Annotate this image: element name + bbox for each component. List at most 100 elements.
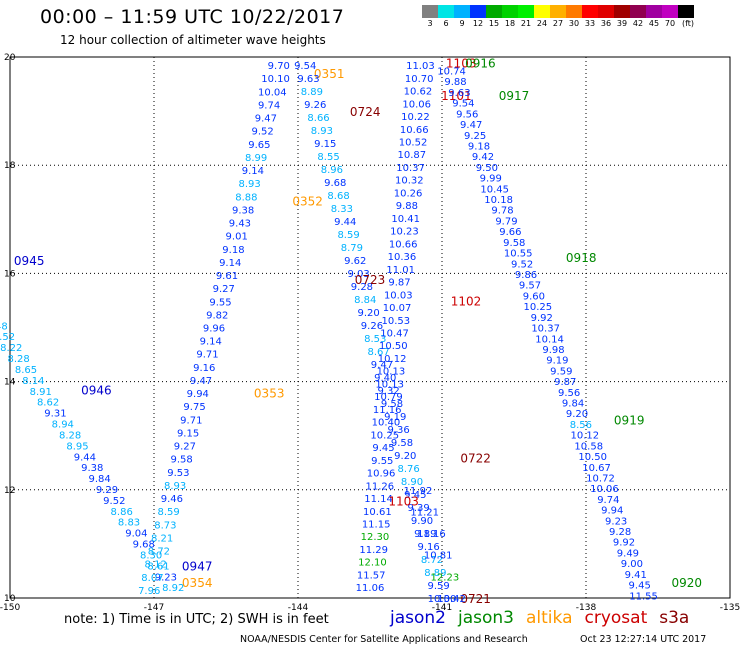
pass-time-label: 0945 [14,254,45,268]
colorbar-swatch [630,5,646,18]
wave-height-point: 9.31 [44,409,66,420]
x-tick-label: -138 [576,603,597,613]
wave-height-point: 8.55 [317,152,339,163]
wave-height-point: 9.47 [371,360,393,371]
satellite-legend-item: cryosat [584,608,648,628]
wave-height-point: 10.22 [401,112,430,123]
wave-height-point: 9.45 [404,490,426,501]
wave-height-point: 9.65 [248,140,270,151]
pass-time-label: 0920 [672,576,703,590]
wave-height-point: 9.70 [268,61,290,72]
wave-height-point: 9.18 [222,245,244,256]
wave-height-point: 12.23 [431,572,460,583]
wave-height-point: 9.55 [371,456,393,467]
wave-height-point: 10.37 [396,163,425,174]
colorbar-tick-label: 15 [488,19,500,28]
wave-height-point: 9.46 [161,494,183,505]
wave-height-point: 8.73 [154,520,176,531]
colorbar-tick-label: 42 [632,19,644,28]
wave-height-point: 8.28 [59,430,81,441]
x-tick-label: -150 [0,603,20,613]
wave-height-point: 9.87 [554,377,576,388]
wave-height-point: 9.40 [374,373,396,384]
wave-height-point: 9.38 [232,205,254,216]
colorbar-tick-label: 27 [552,19,564,28]
wave-height-point: 9.90 [411,516,433,527]
wave-height-point: 9.49 [617,548,639,559]
wave-height-point: 9.15 [177,428,199,439]
colorbar-labels: 3 6 9 12 15 18 21 24 27 30 33 36 39 42 45 70 (ft) [422,19,698,28]
wave-height-point: 10.06 [590,484,619,495]
wave-height-point: 9.86 [515,270,537,281]
wave-height-point: 8.21 [151,533,173,544]
wave-height-point: 9.25 [464,131,486,142]
wave-height-point: 9.20 [566,409,588,420]
wave-height-point: 9.23 [605,516,627,527]
footnote: note: 1) Time is in UTC; 2) SWH is in fe… [64,612,329,627]
wave-height-point: 8.33 [331,204,353,215]
wave-height-point: 9.45 [372,443,394,454]
wave-height-point: 9.55 [209,297,231,308]
wave-height-point: 10.12 [571,431,600,442]
colorbar-tick-label: 24 [536,19,548,28]
wave-height-point: 9.88 [396,201,418,212]
colorbar-swatch [438,5,454,18]
pass-time-label: 0722 [460,451,491,465]
pass-time-label: 0946 [81,384,112,398]
y-tick-label: 18 [4,161,16,171]
y-tick-label: 10 [4,594,16,604]
pass-time-label: 0351 [314,67,345,81]
wave-height-point: 9.01 [226,232,248,243]
wave-height-point: 8.89 [301,87,323,98]
wave-height-point: 9.75 [183,402,205,413]
colorbar-swatch [518,5,534,18]
wave-height-point: 9.82 [206,310,228,321]
wave-height-point: 11.57 [357,570,386,581]
wave-height-point: 10.32 [395,176,424,187]
wave-height-point: 9.43 [229,219,251,230]
wave-height-point: 11.92 [404,486,433,497]
wave-height-point: 10.41 [391,214,420,225]
wave-height-point: 9.74 [597,495,619,506]
colorbar-swatch [566,5,582,18]
wave-height-point: 9.56 [558,388,580,399]
wave-height-point: 9.58 [381,399,403,410]
wave-height-point: 9.61 [216,271,238,282]
wave-height-point: 10.50 [578,452,607,463]
wave-height-point: 8.99 [245,153,267,164]
wave-height-point: 9.92 [531,313,553,324]
wave-height-point: 9.63 [297,74,319,85]
wave-height-point: 9.66 [499,227,521,238]
wave-height-point: 9.92 [613,538,635,549]
wave-height-point: 8.88 [235,192,257,203]
wave-height-point: 11.16 [417,529,446,540]
satellite-legend-item: jason2 [390,608,446,628]
wave-height-point: 9.59 [550,366,572,377]
wave-height-point: 11.16 [373,405,402,416]
wave-height-point: 10.81 [424,551,453,562]
colorbar-tick-label: 21 [520,19,532,28]
colorbar-swatch [550,5,566,18]
wave-height-point: 9.03 [347,269,369,280]
colorbar-tick-label: 33 [584,19,596,28]
colorbar-swatch [662,5,678,18]
wave-height-point: 9.58 [170,455,192,466]
colorbar-tick-label: 6 [443,19,449,28]
wave-height-point: 8.68 [327,191,349,202]
wave-height-point: 9.20 [394,451,416,462]
wave-height-point: 9.71 [196,350,218,361]
colorbar-tick-label: 9 [459,19,465,28]
pass-time-label: 0721 [460,592,491,606]
pass-time-label: 0918 [566,251,597,265]
wave-height-point: 9.47 [190,376,212,387]
wave-height-point: 8.28 [8,354,30,365]
colorbar-legend: 3 6 9 12 15 18 21 24 27 30 33 36 39 42 45 70 (ft) [422,5,698,28]
wave-height-point: 9.47 [460,120,482,131]
wave-height-point: 8.96 [321,165,343,176]
colorbar-swatch [454,5,470,18]
pass-time-label: 1103 [446,56,477,70]
wave-height-point: 9.27 [213,284,235,295]
wave-height-point: 10.61 [363,507,392,518]
wave-height-point: 9.78 [491,206,513,217]
wave-height-point: 9.88 [444,77,466,88]
